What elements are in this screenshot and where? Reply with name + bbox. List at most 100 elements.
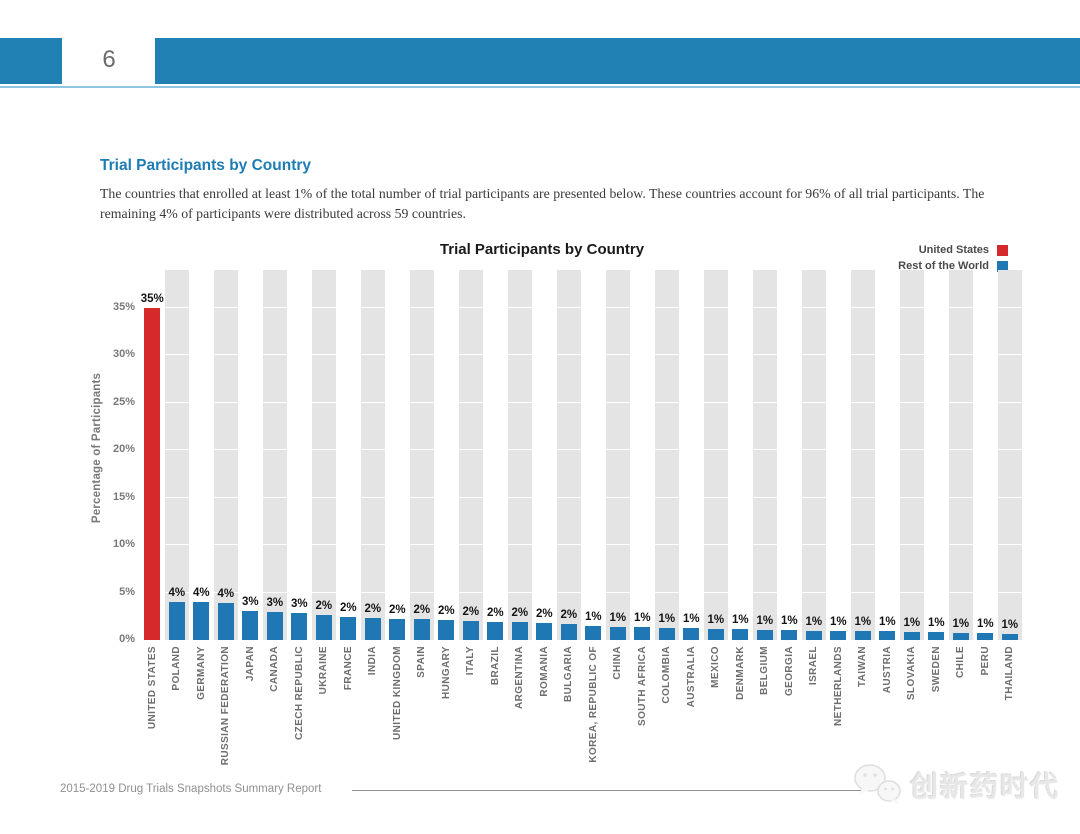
x-axis-label-slot: GEORGIA: [777, 646, 802, 696]
x-axis-label-slot: BRAZIL: [483, 646, 508, 685]
x-axis-label: CHINA: [612, 646, 624, 680]
bar-value-label: 1%: [780, 615, 798, 628]
background-stripe: [213, 270, 238, 640]
x-axis-label-slot: HUNGARY: [434, 646, 459, 699]
legend-label: Rest of the World: [898, 260, 989, 272]
x-axis-label: SOUTH AFRICA: [636, 646, 648, 726]
gridline: [140, 449, 1022, 451]
x-axis-label-slot: POLAND: [165, 646, 190, 691]
bar-romania: [536, 622, 553, 640]
bar-argentina: [511, 622, 528, 640]
bar-value-label: 2%: [535, 607, 553, 620]
x-axis-label-slot: CHINA: [606, 646, 631, 680]
footer-report-title: 2015-2019 Drug Trials Snapshots Summary …: [60, 783, 322, 795]
y-tick-label: 10%: [112, 538, 135, 551]
bar-value-label: 4%: [168, 587, 186, 600]
x-axis-label-slot: COLOMBIA: [655, 646, 680, 704]
bar-value-label: 1%: [658, 612, 676, 625]
x-axis-label: ITALY: [465, 646, 477, 676]
x-axis-label-slot: CHILE: [949, 646, 974, 678]
bar-value-label: 2%: [437, 605, 455, 618]
x-axis-label: UNITED STATES: [146, 646, 158, 730]
y-axis-ticks: 0% 5% 10% 15% 20% 25% 30% 35%: [80, 270, 135, 645]
bar-thailand: [1001, 634, 1018, 640]
bar-value-label: 1%: [609, 611, 627, 624]
x-axis-label-slot: ITALY: [459, 646, 484, 675]
gridline: [140, 591, 1022, 593]
x-axis-label-slot: INDIA: [361, 646, 386, 675]
bar-value-label: 1%: [682, 613, 700, 626]
bar-denmark: [732, 629, 749, 640]
x-axis-label-slot: NETHERLANDS: [826, 646, 851, 726]
bar-chile: [952, 632, 969, 640]
bar-korea-republic-of: [585, 626, 602, 640]
x-axis-label: SPAIN: [416, 646, 428, 678]
header-bar: [155, 38, 1080, 84]
bar-value-label: 2%: [315, 600, 333, 613]
gridline: [140, 306, 1022, 308]
bar-ukraine: [315, 615, 332, 640]
x-axis-label-slot: ROMANIA: [532, 646, 557, 697]
bar-value-label: 35%: [140, 292, 164, 305]
background-stripe: [997, 270, 1022, 640]
x-axis-label: AUSTRIA: [881, 646, 893, 694]
legend-item-united-states: United States: [898, 242, 1008, 258]
bar-value-label: 1%: [903, 616, 921, 629]
bar-austria: [879, 631, 896, 640]
chat-bubbles-icon: [854, 764, 901, 805]
background-stripe: [311, 270, 336, 640]
bar-australia: [683, 628, 700, 640]
bar-value-label: 3%: [290, 598, 308, 611]
background-stripe: [703, 270, 728, 640]
bar-value-label: 2%: [388, 603, 406, 616]
bar-value-label: 2%: [560, 608, 578, 621]
page-number: 6: [102, 46, 116, 73]
x-axis-label: ISRAEL: [808, 646, 820, 686]
bar-united-kingdom: [389, 618, 406, 640]
gridline: [140, 496, 1022, 498]
background-stripe: [507, 270, 532, 640]
bar-value-label: 1%: [829, 615, 847, 628]
x-axis-label: BRAZIL: [489, 646, 501, 686]
x-axis-label-slot: AUSTRIA: [875, 646, 900, 693]
gridline: [140, 544, 1022, 546]
bar-value-label: 2%: [413, 604, 431, 617]
background-stripe: [605, 270, 630, 640]
x-axis-label: GEORGIA: [783, 646, 795, 697]
background-stripe: [899, 270, 924, 640]
section-body-text: The countries that enrolled at least 1% …: [100, 186, 985, 221]
gridline: [140, 354, 1022, 356]
bar-value-label: 3%: [241, 595, 259, 608]
bar-value-label: 4%: [217, 588, 235, 600]
legend-item-rest-of-world: Rest of the World: [898, 258, 1008, 274]
x-axis-label-slot: SPAIN: [410, 646, 435, 678]
x-axis-label-slot: RUSSIAN FEDERATION: [214, 646, 239, 765]
x-axis-label-slot: UKRAINE: [312, 646, 337, 694]
x-axis-label: UNITED KINGDOM: [391, 646, 403, 740]
y-tick-label: 20%: [112, 443, 135, 456]
x-axis-label-slot: CANADA: [263, 646, 288, 692]
x-axis-label-slot: KOREA, REPUBLIC OF: [581, 646, 606, 763]
chart-legend: United States Rest of the World: [898, 242, 1008, 274]
bar-value-label: 2%: [486, 606, 504, 619]
x-axis-label: SWEDEN: [930, 646, 942, 693]
bar-italy: [462, 621, 479, 640]
watermark-text: 创新药时代: [910, 771, 1061, 802]
bar-slovakia: [903, 631, 920, 640]
x-axis-label-slot: JAPAN: [238, 646, 263, 681]
x-axis-label-slot: ARGENTINA: [508, 646, 533, 709]
x-axis-label: COLOMBIA: [661, 646, 673, 704]
bar-netherlands: [830, 630, 847, 640]
y-tick-label: 30%: [112, 348, 135, 361]
bar-united-states: [144, 307, 161, 640]
y-tick-label: 25%: [112, 395, 135, 408]
bar-value-label: 1%: [731, 614, 749, 627]
bar-mexico: [707, 628, 724, 640]
background-stripe: [654, 270, 679, 640]
bar-value-label: 3%: [266, 596, 284, 609]
background-stripe: [164, 270, 189, 640]
background-stripe: [409, 270, 434, 640]
bar-value-label: 2%: [511, 607, 529, 620]
bar-value-label: 1%: [927, 617, 945, 630]
bar-poland: [168, 602, 185, 640]
